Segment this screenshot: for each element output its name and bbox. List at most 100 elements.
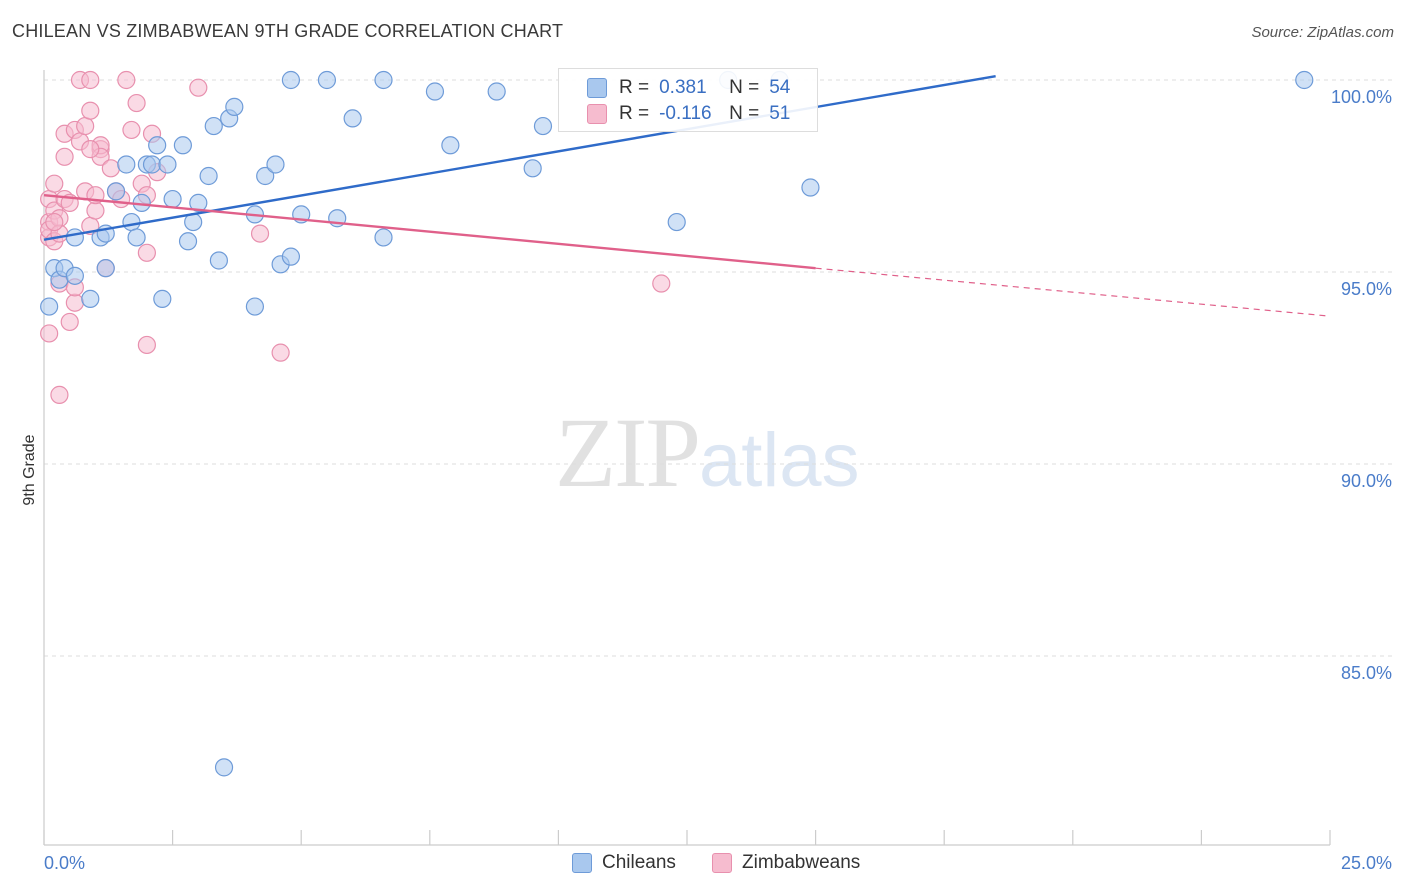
chileans-swatch <box>587 78 607 98</box>
zimbabweans-point <box>86 201 105 220</box>
axes <box>43 70 1330 846</box>
chileans-point <box>96 259 115 278</box>
zimbabweans-legend-label: Zimbabweans <box>742 852 861 873</box>
chileans-point <box>117 155 136 174</box>
series-legend: Chileans Zimbabweans <box>0 852 1406 878</box>
zimbabweans-point <box>250 224 270 243</box>
trend-lines <box>43 74 1331 317</box>
x-tick-label-min: 0.0% <box>44 853 85 873</box>
y-tick-label: 90.0% <box>1341 471 1392 491</box>
watermark-zip: ZIP <box>555 397 701 508</box>
chileans-point <box>374 228 393 247</box>
chileans-point <box>343 109 362 128</box>
chart-title: CHILEAN VS ZIMBABWEAN 9TH GRADE CORRELAT… <box>12 21 564 41</box>
zimbabweans-point <box>137 335 156 355</box>
legend-r-label: R = <box>619 77 650 98</box>
zimbabweans-point <box>50 385 69 404</box>
chileans-point <box>245 297 265 316</box>
chileans-point <box>148 136 167 155</box>
source-credit: Source: ZipAtlas.com <box>1251 24 1394 41</box>
chileans-point <box>65 266 84 285</box>
zimbabweans-trend-line <box>43 194 816 270</box>
chileans-point <box>178 232 198 251</box>
chileans-point <box>189 193 208 212</box>
zimbabweans-point <box>127 93 146 113</box>
zimbabweans-point <box>101 159 120 178</box>
zimbabweans-point <box>76 116 95 136</box>
zimbabweans-point <box>55 147 74 166</box>
zimbabweans-legend-swatch <box>712 853 732 873</box>
chileans-point <box>65 228 84 247</box>
correlation-legend: R = 0.381 N = 54 R = -0.116 N = 51 <box>558 68 818 132</box>
chileans-point <box>281 70 301 90</box>
chileans-point <box>106 182 126 201</box>
zimbabweans-point <box>40 324 59 343</box>
chileans-point <box>153 289 172 308</box>
legend-item-chileans[interactable]: Chileans <box>572 852 676 874</box>
legend-row-zimbabweans: R = -0.116 N = 51 <box>587 101 790 127</box>
zimbabweans-point <box>60 312 79 332</box>
chileans-point <box>173 136 192 155</box>
legend-r-value: 0.381 <box>659 77 707 98</box>
chileans-point <box>209 251 228 270</box>
chileans-point <box>1295 70 1314 90</box>
zimbabweans-point <box>81 101 100 120</box>
y-tick-labels: 100.0% 95.0% 90.0% 85.0% <box>1331 87 1392 683</box>
legend-r-label: R = <box>619 103 650 124</box>
chileans-point <box>199 166 218 186</box>
chileans-point <box>667 212 686 232</box>
chileans-point <box>127 228 146 247</box>
x-tick-marks <box>43 830 1331 845</box>
legend-item-zimbabweans[interactable]: Zimbabweans <box>712 852 860 874</box>
legend-n-label: N = <box>729 103 760 124</box>
zimbabweans-swatch <box>587 104 607 124</box>
chileans-point <box>487 82 506 101</box>
zimbabweans-point <box>117 70 136 90</box>
chileans-point <box>374 70 393 90</box>
zipatlas-watermark: ZIPatlas <box>555 395 860 510</box>
chileans-point <box>523 159 542 178</box>
zimbabweans-point <box>81 70 100 90</box>
zimbabweans-point <box>271 343 290 362</box>
chileans-trend-line <box>43 74 996 241</box>
y-tick-label: 95.0% <box>1341 279 1392 299</box>
chileans-point <box>142 155 162 174</box>
chileans-point <box>122 212 141 232</box>
zimbabweans-point <box>45 212 64 232</box>
chileans-legend-swatch <box>572 853 592 873</box>
chileans-point <box>266 155 285 174</box>
chileans-point <box>425 82 445 101</box>
legend-n-value: 51 <box>769 103 791 124</box>
chileans-point <box>158 155 177 174</box>
chileans-point <box>801 178 820 197</box>
legend-row-chileans: R = 0.381 N = 54 <box>587 75 790 101</box>
chileans-point <box>204 116 223 136</box>
watermark-atlas: atlas <box>699 418 860 503</box>
legend-n-value: 54 <box>769 77 791 98</box>
chileans-point <box>81 289 100 308</box>
zimbabweans-point <box>189 78 208 97</box>
y-tick-label: 100.0% <box>1331 87 1392 107</box>
x-tick-label-max: 25.0% <box>1341 853 1392 873</box>
legend-r-value: -0.116 <box>659 103 712 124</box>
chileans-point <box>214 758 234 777</box>
chileans-point <box>441 136 460 155</box>
chileans-point <box>256 166 275 186</box>
chileans-points <box>40 70 1314 777</box>
chileans-point <box>40 297 59 316</box>
y-axis-label: 9th Grade <box>21 434 38 505</box>
chileans-point <box>281 247 301 266</box>
y-tick-label: 85.0% <box>1341 663 1392 683</box>
chileans-point <box>533 116 553 136</box>
zimbabweans-trend-extension <box>815 267 1331 317</box>
zimbabweans-point <box>65 293 84 312</box>
grid-lines <box>44 79 1392 657</box>
chileans-legend-label: Chileans <box>602 852 676 873</box>
chileans-point <box>163 189 182 209</box>
zimbabweans-point <box>137 243 156 262</box>
zimbabweans-point <box>45 174 64 193</box>
chileans-point <box>317 70 337 90</box>
zimbabweans-points <box>40 70 671 404</box>
legend-n-label: N = <box>729 77 760 98</box>
